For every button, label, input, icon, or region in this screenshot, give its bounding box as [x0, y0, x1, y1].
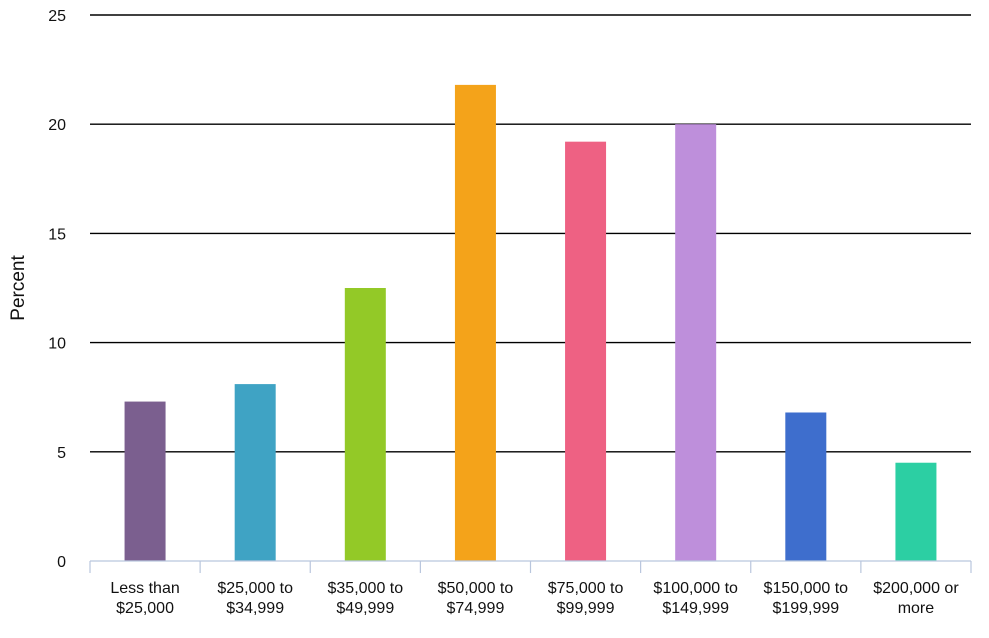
x-category-labels: Less than $25,000 $25,000 to $34,999 $35,000… — [110, 580, 959, 617]
x-category-label: $200,000 or more — [873, 580, 959, 617]
y-axis-title: Percent — [8, 255, 29, 321]
bar-8 — [895, 462, 937, 561]
bar-5 — [565, 141, 607, 561]
bars — [124, 84, 937, 561]
y-tick-labels: 0 5 10 15 20 25 — [48, 8, 66, 571]
y-tick-label-0: 0 — [57, 554, 66, 571]
x-category-label-line: $25,000 — [116, 600, 174, 617]
x-category-label: $35,000 to $49,999 — [328, 580, 404, 617]
x-category-label: $150,000 to $199,999 — [764, 580, 849, 617]
x-category-label-line: $34,999 — [226, 600, 284, 617]
bar-7 — [785, 412, 827, 561]
x-category-label-line: $200,000 or — [873, 580, 959, 597]
bar-2 — [234, 384, 276, 561]
x-category-label-line: $149,999 — [662, 600, 729, 617]
x-category-label-line: $25,000 to — [217, 580, 293, 597]
x-category-label-line: Less than — [110, 580, 179, 597]
gridlines — [90, 14, 971, 453]
x-category-label: $25,000 to $34,999 — [217, 580, 293, 617]
x-category-label-line: $75,000 to — [548, 580, 624, 597]
bar-6 — [675, 124, 717, 561]
x-category-label-line: $99,999 — [557, 600, 615, 617]
y-tick-label-10: 10 — [48, 336, 66, 353]
y-tick-label-20: 20 — [48, 117, 66, 134]
bar-3 — [344, 288, 386, 561]
x-category-label: $50,000 to $74,999 — [438, 580, 514, 617]
x-category-label-line: more — [898, 600, 935, 617]
y-tick-label-15: 15 — [48, 226, 66, 243]
x-category-label-line: $150,000 to — [764, 580, 849, 597]
x-axis — [89, 560, 972, 573]
x-category-label-line: $74,999 — [447, 600, 505, 617]
x-category-label-line: $35,000 to — [328, 580, 404, 597]
y-tick-label-5: 5 — [57, 445, 66, 462]
bar-4 — [454, 84, 496, 561]
x-category-label: $75,000 to $99,999 — [548, 580, 624, 617]
y-tick-label-25: 25 — [48, 8, 66, 25]
x-category-label-line: $49,999 — [336, 600, 394, 617]
x-category-label-line: $50,000 to — [438, 580, 514, 597]
x-category-label: $100,000 to $149,999 — [653, 580, 738, 617]
x-category-label-line: $100,000 to — [653, 580, 738, 597]
bar-1 — [124, 401, 166, 561]
x-category-label: Less than $25,000 — [110, 580, 179, 617]
x-category-label-line: $199,999 — [772, 600, 839, 617]
